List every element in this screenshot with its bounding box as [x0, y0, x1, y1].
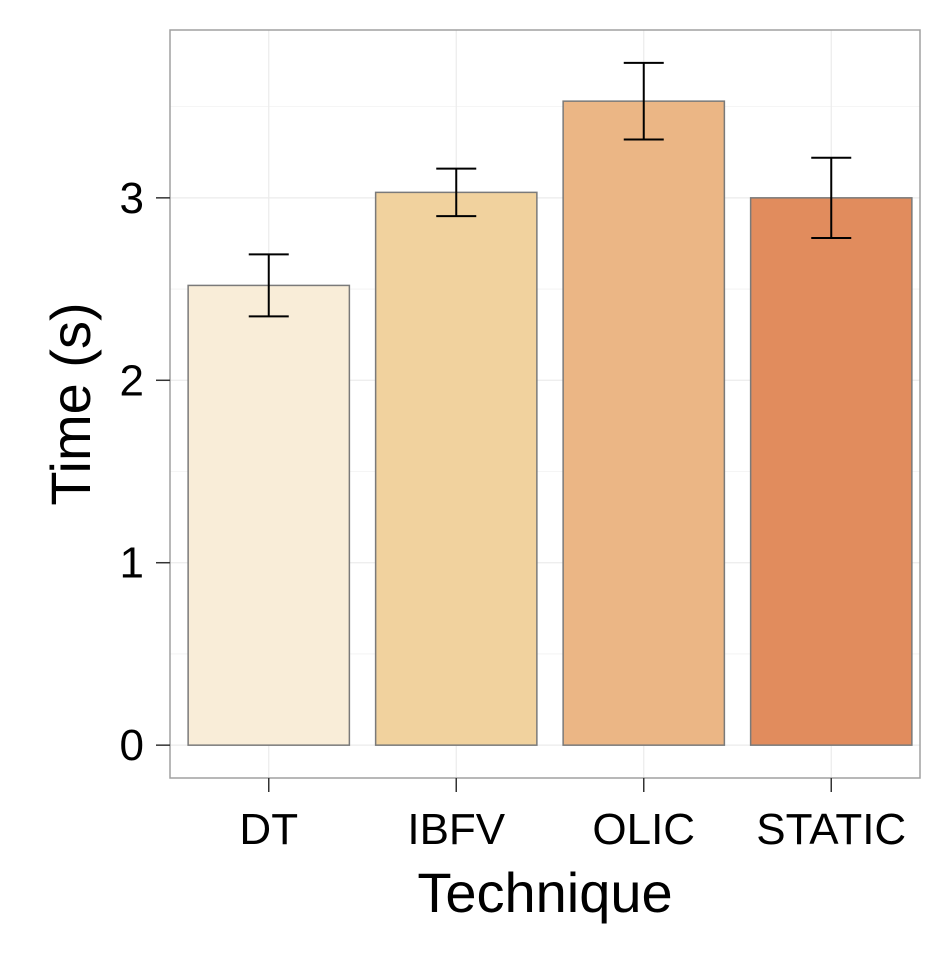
bar-olic	[562, 100, 726, 746]
error-bars	[248, 61, 852, 318]
x-tick-label: OLIC	[592, 805, 695, 854]
bars	[187, 100, 913, 746]
bar-ibfv	[374, 191, 538, 746]
x-tick-label: STATIC	[756, 805, 906, 854]
bar-dt	[187, 284, 351, 746]
x-axis-title: Technique	[417, 861, 672, 924]
x-tick-label: DT	[239, 805, 298, 854]
y-tick-label: 3	[120, 174, 144, 223]
x-axis-ticks: DT IBFV OLIC STATIC	[239, 778, 906, 854]
bar-static	[749, 197, 913, 746]
y-tick-label: 2	[120, 356, 144, 405]
y-tick-label: 1	[120, 539, 144, 588]
x-tick-label: IBFV	[407, 805, 505, 854]
y-axis-title: Time (s)	[39, 302, 102, 505]
y-tick-label: 0	[120, 721, 144, 770]
panel-border	[169, 29, 921, 779]
y-axis-ticks: 0 1 2 3	[120, 174, 170, 770]
